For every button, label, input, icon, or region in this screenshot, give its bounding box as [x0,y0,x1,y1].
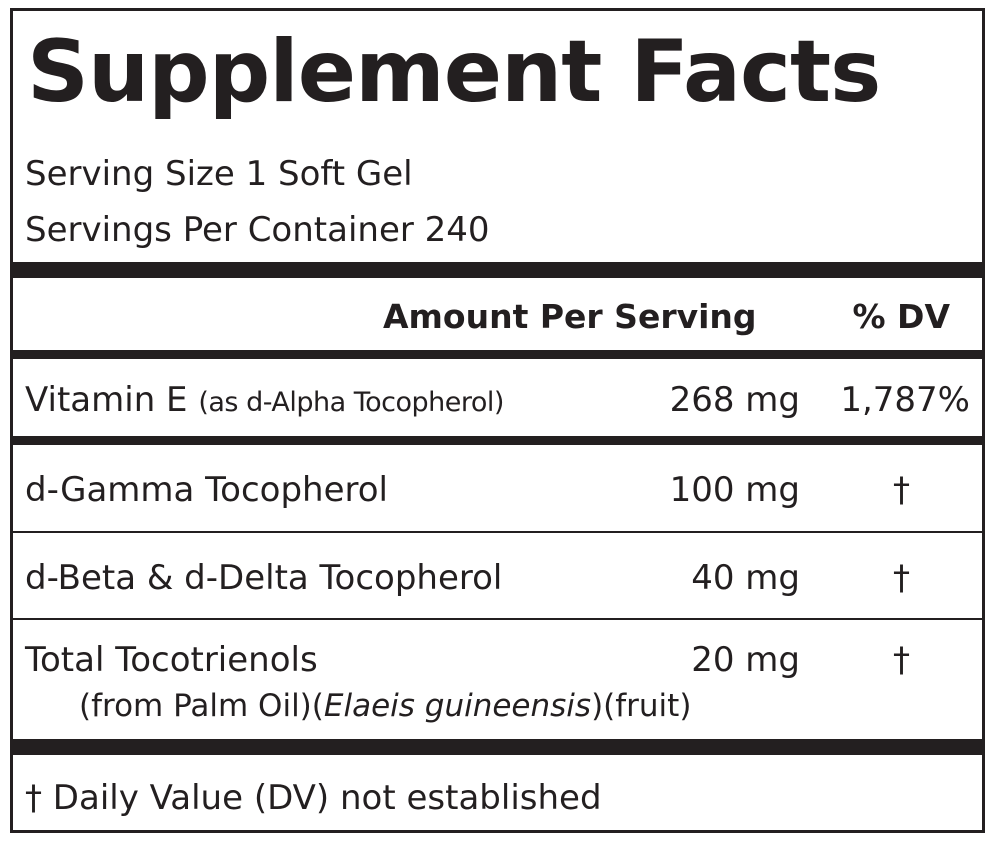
dagger-mark: † [893,640,910,680]
serving-size: Serving Size 1 Soft Gel [25,154,413,194]
nutrient-amount: 20 mg [691,640,800,680]
servings-per-container: Servings Per Container 240 [25,210,490,250]
dagger-mark: † [893,470,910,510]
medium-divider [13,436,982,445]
thin-divider [13,531,982,533]
thick-divider [13,739,982,755]
nutrient-amount: 100 mg [669,470,800,510]
supplement-facts-panel: Supplement Facts Serving Size 1 Soft Gel… [10,8,985,833]
amount-per-serving-header: Amount Per Serving [383,297,757,336]
nutrient-amount: 268 mg [669,380,800,420]
thin-divider [13,618,982,620]
nutrient-name: d-Gamma Tocopherol [25,470,388,510]
species-name: Elaeis guineensis [323,688,592,724]
dv-header: % DV [852,297,951,336]
medium-divider [13,350,982,359]
nutrient-dv: 1,787% [840,380,970,420]
panel-title: Supplement Facts [27,22,881,122]
nutrient-qualifier: (as d-Alpha Tocopherol) [198,387,504,418]
nutrient-name: Total Tocotrienols [25,640,318,680]
footnote: † Daily Value (DV) not established [25,778,602,818]
nutrient-name: d-Beta & d-Delta Tocopherol [25,558,503,598]
thick-divider [13,262,982,278]
dagger-mark: † [893,558,910,598]
nutrient-amount: 40 mg [691,558,800,598]
nutrient-name: Vitamin E [25,380,188,420]
nutrient-source: (from Palm Oil)(Elaeis guineensis)(fruit… [79,688,692,724]
